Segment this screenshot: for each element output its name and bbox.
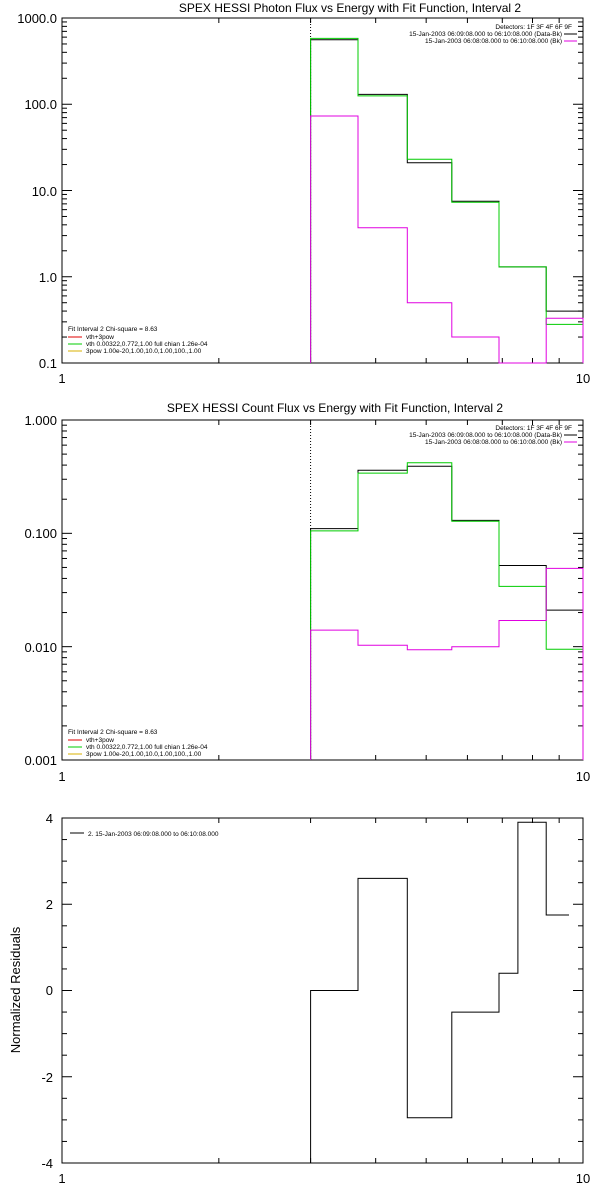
legend-fit-total: vth+3pow [86, 737, 114, 744]
legend-data-interval: 15-Jan-2003 06:09:08.000 to 06:10:08.000… [409, 432, 562, 439]
count-legend-top-right: Detectors: 1F 3F 4F 6F 9F 15-Jan-2003 06… [409, 425, 577, 446]
count-legend-bottom-left: Fit Interval 2 Chi-square = 8.63 vth+3po… [68, 729, 208, 758]
photon-ytick-label: 10.0 [32, 184, 57, 199]
legend-bk-interval: 15-Jan-2003 06:08:08.000 to 06:10:08.000… [425, 38, 562, 45]
panel-count-flux: SPEX HESSI Count Flux vs Energy with Fit… [24, 401, 590, 784]
legend-detectors: Detectors: 1F 3F 4F 6F 9F [495, 24, 572, 31]
count-series-line-1 [310, 462, 584, 760]
photon-ytick-label: 0.1 [39, 356, 57, 371]
photon-legend-top-right: Detectors: 1F 3F 4F 6F 9F 15-Jan-2003 06… [409, 24, 577, 45]
residual-ytick-label: -4 [41, 1156, 53, 1171]
count-series-line-2 [310, 567, 584, 760]
residual-axis-ticks [61, 817, 584, 1164]
residual-legend: 2. 15-Jan-2003 06:09:08.000 to 06:10:08.… [88, 831, 219, 838]
photon-ytick-label: 1000.0 [17, 11, 57, 26]
photon-series-line-0 [310, 39, 584, 363]
count-series-line-0 [310, 465, 584, 760]
photon-chart-title: SPEX HESSI Photon Flux vs Energy with Fi… [179, 1, 521, 15]
residual-series [310, 821, 569, 1163]
photon-xtick-label: 10 [576, 371, 590, 386]
panel-residuals: 4 2 0 -2 -4 1 10 Normalized Residuals 2.… [8, 811, 590, 1186]
count-ytick-label: 1.000 [24, 413, 57, 428]
photon-ytick-label: 1.0 [39, 270, 57, 285]
residual-ylabel: Normalized Residuals [8, 926, 23, 1053]
legend-fit-3pow: 3pow 1.00e-20,1.00,10.0,1.00,100.,1.00 [86, 751, 202, 758]
residual-ytick-label: -2 [41, 1070, 53, 1085]
residual-xtick-label: 10 [576, 1171, 590, 1186]
count-ytick-label: 0.010 [24, 640, 57, 655]
photon-plot-frame [61, 17, 584, 364]
count-chart-title: SPEX HESSI Count Flux vs Energy with Fit… [167, 401, 503, 415]
count-xtick-label: 1 [58, 769, 65, 784]
legend-detectors: Detectors: 1F 3F 4F 6F 9F [495, 425, 572, 432]
count-plot-frame [61, 419, 584, 761]
residual-series-line-0 [310, 821, 569, 1163]
photon-xtick-label: 1 [58, 371, 65, 386]
count-ytick-label: 0.100 [24, 526, 57, 541]
legend-bk-interval: 15-Jan-2003 06:08:08.000 to 06:10:08.000… [425, 439, 562, 446]
photon-series [310, 18, 584, 364]
legend-fit-interval: Fit Interval 2 Chi-square = 8.63 [68, 326, 158, 333]
count-axis-ticks [61, 419, 584, 761]
legend-data-interval: 15-Jan-2003 06:09:08.000 to 06:10:08.000… [409, 31, 562, 38]
residual-ytick-label: 4 [46, 811, 53, 826]
panel-photon-flux: SPEX HESSI Photon Flux vs Energy with Fi… [17, 1, 590, 386]
legend-fit-3pow: 3pow 1.00e-20,1.00,10.0,1.00,100.,1.00 [86, 348, 202, 355]
residual-xtick-label: 1 [58, 1171, 65, 1186]
count-ytick-label: 0.001 [24, 753, 57, 768]
residual-ytick-label: 2 [46, 897, 53, 912]
residual-ytick-label: 0 [46, 983, 53, 998]
legend-fit-total: vth+3pow [86, 334, 114, 341]
count-xtick-label: 10 [576, 769, 590, 784]
photon-series-line-1 [310, 37, 584, 363]
photon-series-line-2 [310, 115, 584, 364]
photon-ytick-label: 100.0 [24, 97, 57, 112]
legend-fit-interval: Fit Interval 2 Chi-square = 8.63 [68, 729, 158, 736]
photon-axis-ticks [61, 17, 584, 364]
legend-fit-vth: vth 0.00322,0.772,1.00 full chian 1.26e-… [86, 744, 208, 751]
legend-fit-vth: vth 0.00322,0.772,1.00 full chian 1.26e-… [86, 341, 208, 348]
photon-legend-bottom-left: Fit Interval 2 Chi-square = 8.63 vth+3po… [68, 326, 208, 355]
count-series [310, 420, 584, 760]
